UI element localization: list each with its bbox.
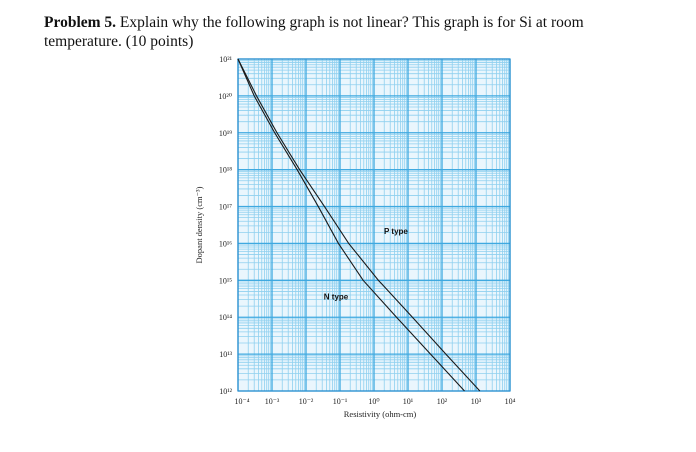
y-tick-label: 10¹⁴ [219, 313, 232, 322]
problem-heading: Problem 5. [44, 14, 117, 31]
y-tick-label: 10¹⁶ [219, 239, 232, 248]
y-tick-label: 10¹⁷ [219, 203, 232, 212]
x-tick-label: 10⁴ [505, 397, 516, 406]
x-tick-label: 10¹ [403, 397, 414, 406]
problem-statement: Problem 5. Explain why the following gra… [44, 13, 664, 51]
y-tick-label: 10¹⁹ [219, 129, 232, 138]
problem-text: Explain why the following graph is not l… [44, 14, 584, 50]
x-axis-label: Resistivity (ohm-cm) [344, 409, 417, 419]
y-tick-label: 10¹² [219, 387, 232, 396]
y-tick-label: 10¹⁵ [219, 276, 232, 285]
series-line-n-type [237, 58, 465, 392]
y-tick-label: 10²⁰ [218, 92, 232, 101]
y-tick-label: 10¹³ [219, 350, 232, 359]
x-tick-label: 10⁻¹ [333, 397, 348, 406]
y-tick-label: 10²¹ [219, 55, 232, 64]
series-label-p-type: P type [384, 227, 408, 236]
plot-frame [237, 58, 511, 392]
x-tick-label: 10⁻⁴ [234, 397, 249, 406]
x-tick-label: 10³ [471, 397, 482, 406]
y-axis-label: Dopant density (cm⁻³) [194, 186, 204, 263]
series-line-p-type [237, 58, 481, 392]
x-tick-label: 10⁰ [368, 397, 379, 406]
x-tick-label: 10⁻³ [265, 397, 280, 406]
series-label-n-type: N type [324, 293, 349, 302]
x-tick-label: 10² [437, 397, 448, 406]
y-tick-label: 10¹⁸ [219, 166, 232, 175]
x-tick-label: 10⁻² [299, 397, 314, 406]
